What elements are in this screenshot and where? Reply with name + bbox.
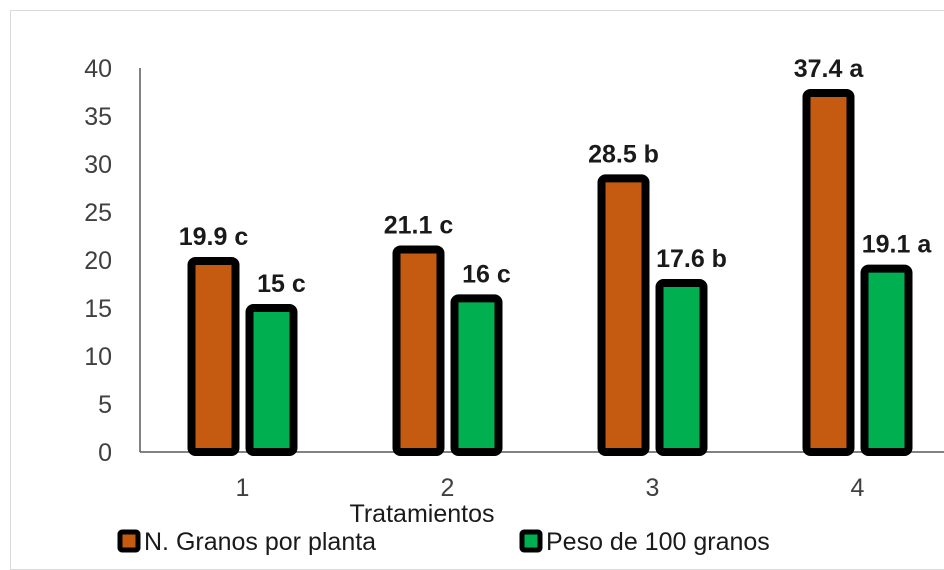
- y-tick-label: 35: [84, 103, 112, 131]
- x-tick-label: 4: [851, 474, 865, 502]
- bar-chart: 0 5 10 15 20 25 30 35 40 1 2 3 4 19.9 c 15 c 21.1 c 16…: [84, 55, 944, 556]
- x-tick-label: 2: [441, 474, 455, 502]
- bar-peso-1: [245, 304, 298, 456]
- data-label: 21.1 c: [384, 211, 454, 239]
- y-tick-label: 25: [84, 199, 112, 227]
- data-label: 37.4 a: [794, 55, 865, 83]
- x-tick-label: 3: [646, 474, 660, 502]
- bar-peso-4: [860, 264, 913, 457]
- y-tick-label: 40: [84, 55, 112, 83]
- x-axis: 1 2 3 4: [140, 451, 944, 502]
- data-label: 15 c: [257, 270, 306, 298]
- x-tick-label: 1: [236, 474, 250, 502]
- y-tick-label: 15: [84, 295, 112, 323]
- data-label: 19.1 a: [862, 231, 933, 259]
- bars: [187, 88, 913, 457]
- bar-granos-3: [597, 174, 650, 456]
- bar-peso-3: [655, 279, 708, 457]
- bar-peso-2: [450, 294, 503, 456]
- legend-label: Peso de 100 granos: [546, 528, 770, 556]
- y-axis: 0 5 10 15 20 25 30 35 40: [84, 55, 141, 467]
- data-labels: 19.9 c 15 c 21.1 c 16 c 28.5 b 17.6 b 37.4 a 19…: [179, 55, 933, 298]
- bar-granos-1: [187, 256, 240, 456]
- y-tick-label: 20: [84, 247, 112, 275]
- legend-label: N. Granos por planta: [144, 528, 376, 556]
- data-label: 28.5 b: [588, 140, 659, 168]
- y-tick-label: 5: [98, 391, 112, 419]
- legend: N. Granos por planta Peso de 100 granos: [117, 528, 770, 556]
- legend-swatch-0: [117, 529, 141, 553]
- legend-swatch-1: [519, 529, 543, 553]
- y-tick-label: 0: [98, 439, 112, 467]
- y-tick-label: 10: [84, 343, 112, 371]
- data-label: 19.9 c: [179, 223, 249, 251]
- x-axis-title: Tratamientos: [350, 500, 495, 528]
- data-label: 17.6 b: [656, 245, 727, 273]
- bar-granos-4: [802, 88, 855, 457]
- data-label: 16 c: [462, 260, 511, 288]
- bar-granos-2: [392, 245, 445, 456]
- y-tick-label: 30: [84, 151, 112, 179]
